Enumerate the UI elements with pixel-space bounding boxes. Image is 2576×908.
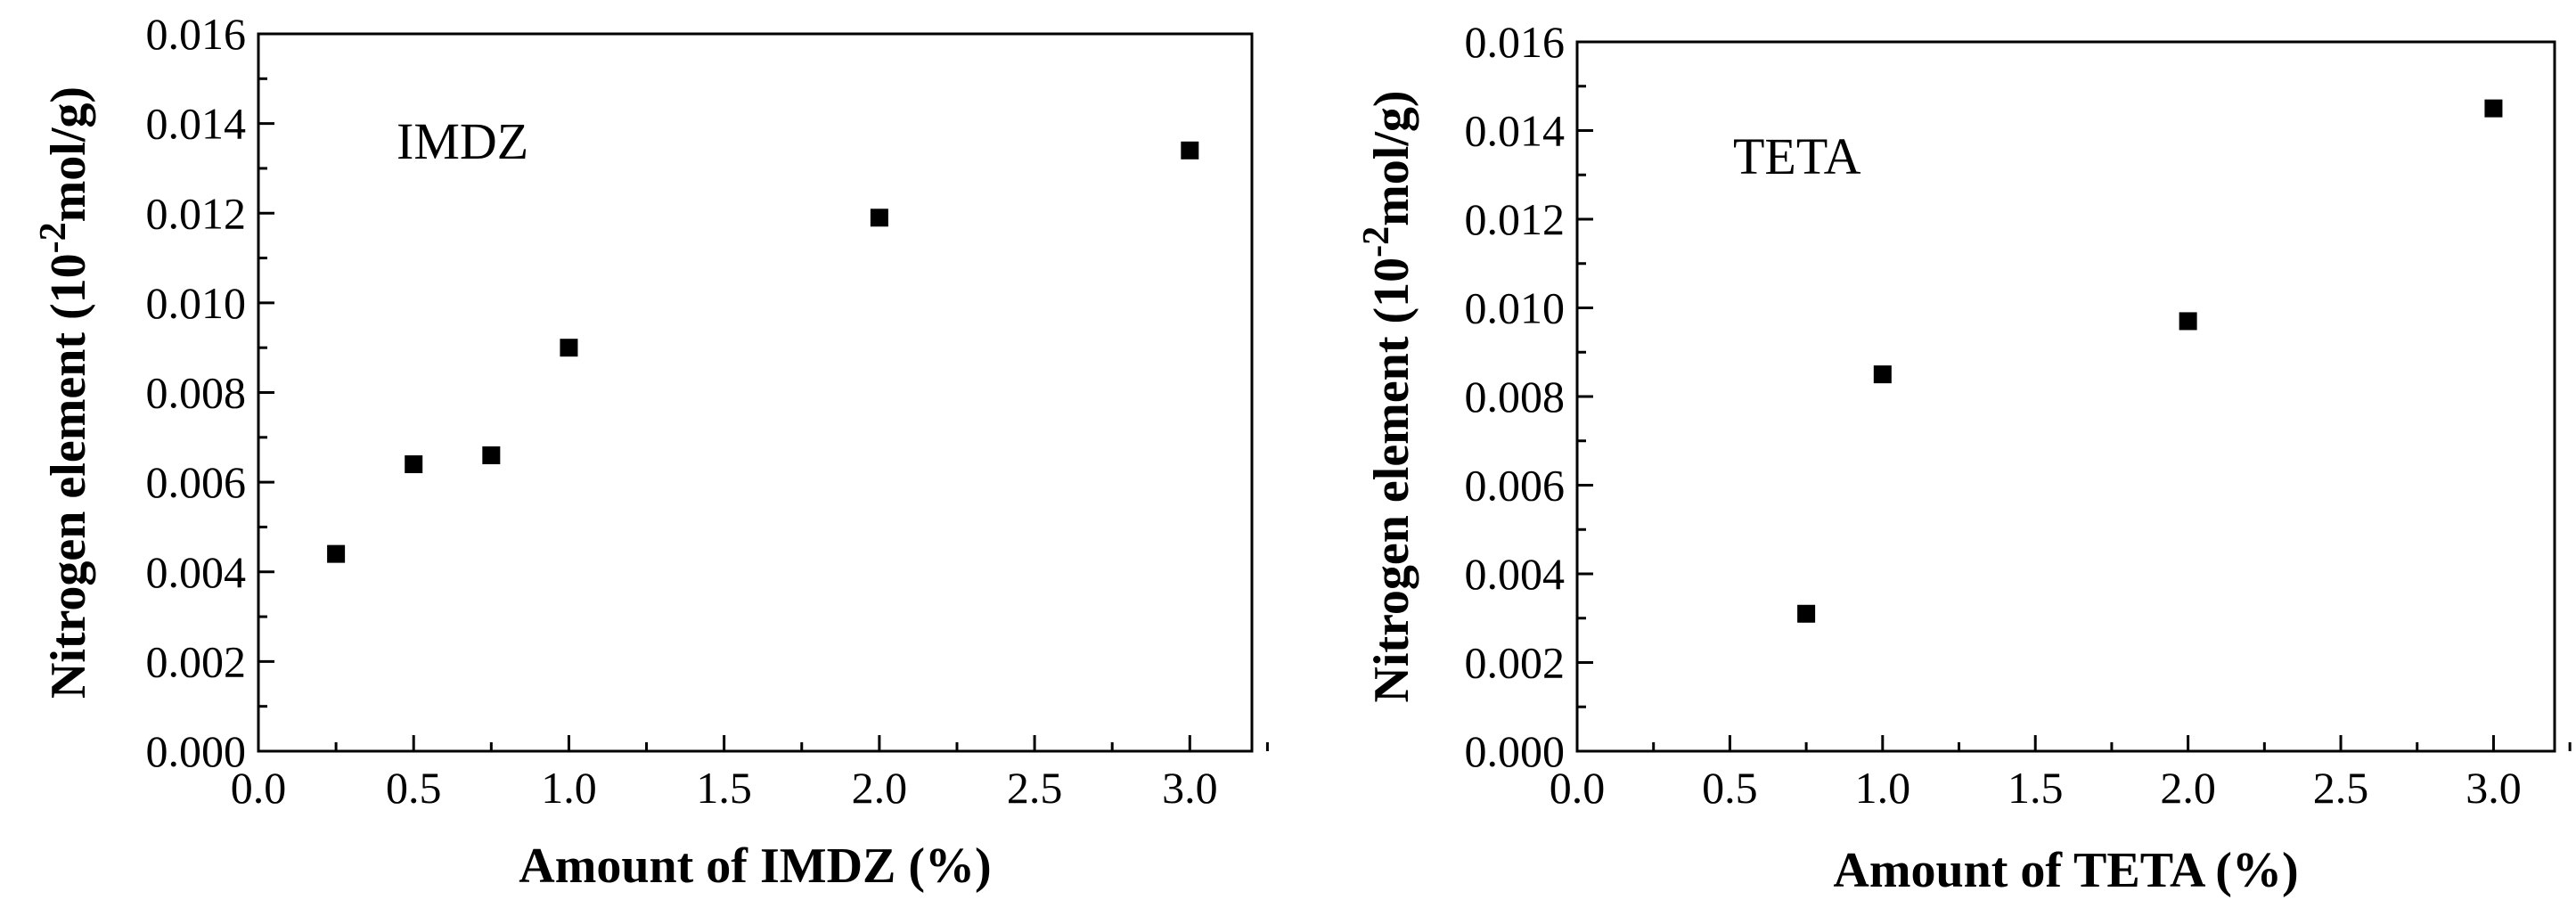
y-tick-label: 0.008 bbox=[1465, 372, 1566, 421]
chart-panel-imdz: 0.0 0.5 1.0 1.5 2.0 2.5 3.0 0.000 0.002 0.004 0.00… bbox=[33, 9, 1269, 894]
y-axis-label-exponent: -2 bbox=[33, 222, 74, 253]
x-tick-label: 0.5 bbox=[386, 763, 442, 813]
y-tick-label: 0.014 bbox=[1465, 106, 1566, 156]
y-axis-label: Nitrogen element (10-2mol/g) bbox=[33, 86, 96, 699]
x-tick-label: 0.0 bbox=[1550, 763, 1606, 813]
y-tick-label: 0.004 bbox=[146, 547, 247, 597]
x-tick-label: 1.5 bbox=[696, 763, 752, 813]
x-tick-label: 1.0 bbox=[541, 763, 597, 813]
y-axis-label-main: Nitrogen element (10 bbox=[41, 253, 96, 699]
y-tick-label: 0.010 bbox=[146, 278, 247, 328]
series-annotation: IMDZ bbox=[397, 112, 528, 170]
y-tick-label: 0.006 bbox=[1465, 461, 1566, 511]
x-tick-label: 2.5 bbox=[2313, 763, 2369, 813]
y-tick-label: 0.016 bbox=[1465, 17, 1566, 67]
y-tick-label: 0.002 bbox=[146, 636, 247, 686]
data-point bbox=[2179, 312, 2197, 331]
y-axis-label-unit: mol/g) bbox=[41, 86, 96, 222]
y-tick-label: 0.002 bbox=[1465, 638, 1566, 688]
data-point bbox=[1181, 141, 1199, 160]
y-tick-label: 0.006 bbox=[146, 457, 247, 507]
y-axis-label: Nitrogen element (10-2mol/g) bbox=[1356, 90, 1419, 702]
plot-frame bbox=[1575, 40, 2556, 753]
data-point bbox=[405, 455, 423, 473]
x-tick-label: 2.0 bbox=[2160, 763, 2216, 813]
data-point bbox=[1797, 604, 1816, 623]
y-tick-label: 0.008 bbox=[146, 368, 247, 418]
x-tick-label: 3.0 bbox=[2466, 763, 2522, 813]
y-tick-label: 0.012 bbox=[1465, 194, 1566, 244]
data-point bbox=[2484, 99, 2503, 118]
data-point bbox=[870, 209, 888, 227]
y-axis-label-exponent: -2 bbox=[1356, 226, 1397, 258]
x-tick-label: 0.5 bbox=[1702, 763, 1758, 813]
y-tick-label: 0.010 bbox=[1465, 283, 1566, 333]
y-axis-label-unit: mol/g) bbox=[1364, 90, 1419, 225]
x-axis-label: Amount of IMDZ (%) bbox=[519, 838, 991, 894]
y-axis-label-main: Nitrogen element (10 bbox=[1364, 258, 1419, 703]
data-point bbox=[1873, 365, 1892, 384]
y-tick-label: 0.000 bbox=[146, 726, 247, 776]
x-tick-label: 3.0 bbox=[1162, 763, 1218, 813]
y-tick-label: 0.012 bbox=[146, 188, 247, 238]
x-tick-label: 0.0 bbox=[231, 763, 287, 813]
data-point bbox=[560, 339, 578, 357]
x-tick-label: 2.5 bbox=[1007, 763, 1063, 813]
y-tick-label: 0.000 bbox=[1465, 726, 1566, 776]
x-tick-label: 1.0 bbox=[1855, 763, 1911, 813]
y-tick-label: 0.014 bbox=[146, 99, 247, 149]
series-annotation: TETA bbox=[1733, 127, 1861, 185]
x-tick-label: 2.0 bbox=[852, 763, 908, 813]
chart-panel-teta: 0.0 0.5 1.0 1.5 2.0 2.5 3.0 0.000 0.002 0.004 0.00… bbox=[1356, 17, 2572, 898]
y-tick-label: 0.004 bbox=[1465, 549, 1566, 599]
data-point bbox=[482, 446, 501, 464]
y-tick-label: 0.016 bbox=[146, 9, 247, 59]
x-tick-label: 1.5 bbox=[2008, 763, 2064, 813]
x-axis-label: Amount of TETA (%) bbox=[1833, 843, 2298, 898]
data-point bbox=[327, 544, 346, 563]
